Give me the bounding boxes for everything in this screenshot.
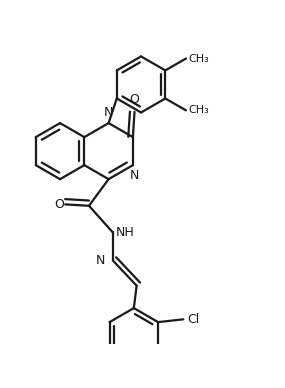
Text: N: N: [96, 254, 105, 267]
Text: Cl: Cl: [187, 313, 199, 326]
Text: O: O: [54, 198, 64, 211]
Text: N: N: [104, 106, 113, 119]
Text: NH: NH: [115, 226, 134, 239]
Text: O: O: [130, 93, 139, 106]
Text: CH₃: CH₃: [189, 54, 209, 64]
Text: N: N: [129, 170, 139, 182]
Text: CH₃: CH₃: [189, 106, 209, 115]
